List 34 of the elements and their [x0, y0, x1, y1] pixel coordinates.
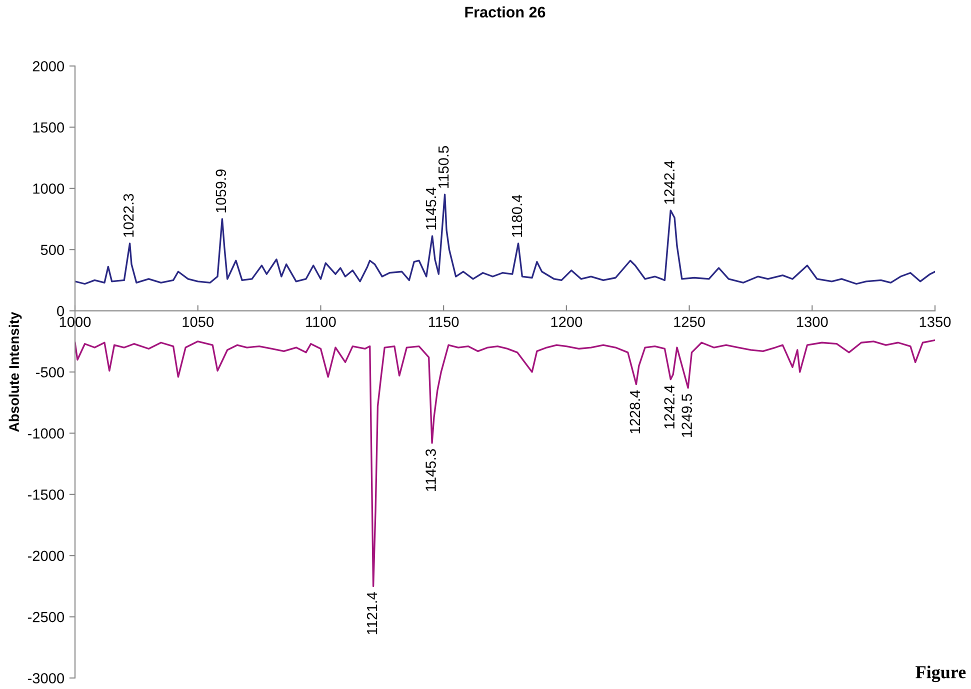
annotation: 1150.5 [438, 146, 449, 188]
annotation: 1180.4 [512, 194, 522, 237]
y-tick-label: -1000 [28, 428, 64, 439]
line-series [75, 339, 935, 588]
x-tick-label: 1350 [920, 316, 951, 328]
y-tick-label: -1500 [28, 490, 64, 500]
x-tick-label: 1300 [797, 316, 828, 328]
annotation: 1249.5 [682, 394, 692, 437]
x-tick-label: 1000 [60, 316, 91, 328]
x-tick-label: 1200 [551, 316, 582, 328]
y-tick-label: -2000 [28, 550, 64, 562]
annotation: Figure [916, 666, 966, 682]
x-tick-label: 1050 [182, 316, 214, 328]
y-tick-label: 1500 [33, 122, 64, 133]
y-tick-label: -2500 [28, 612, 64, 622]
annotation: 1228.4 [630, 390, 640, 434]
annotation: 1022.3 [123, 194, 134, 237]
chart-title: Fraction 26 [465, 6, 546, 18]
x-tick-label: 1100 [306, 316, 336, 328]
y-tick-label: 1000 [33, 184, 64, 194]
annotation: 1145.3 [426, 449, 436, 491]
x-tick-label: 1250 [674, 316, 705, 328]
x-tick-label: 1150 [429, 316, 459, 328]
annotation: 1121.4 [366, 592, 378, 634]
y-tick-label: 500 [40, 244, 64, 256]
annotation: 1059.9 [216, 170, 226, 212]
y-tick-label: -3000 [28, 673, 64, 684]
annotation: 1242.4 [664, 160, 674, 204]
annotation: 1145.4 [426, 187, 436, 230]
y-tick-label: 0 [57, 306, 64, 316]
y-tick-label: 2000 [32, 61, 64, 72]
y-axis-title: Absolute Intensity [8, 312, 22, 432]
y-tick-label: -500 [36, 367, 64, 378]
annotation: 1242.4 [664, 385, 674, 428]
